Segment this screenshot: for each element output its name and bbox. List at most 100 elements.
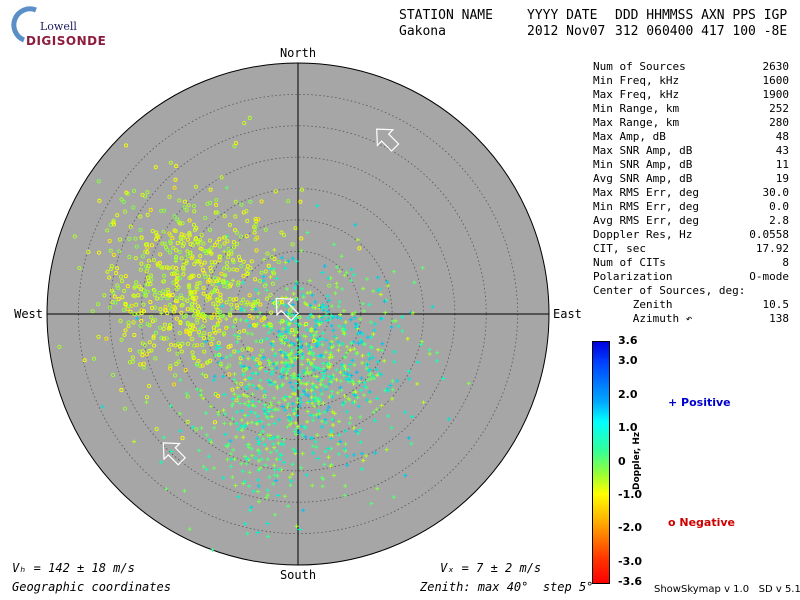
positive-point: [365, 335, 370, 340]
positive-point: [290, 472, 295, 477]
positive-point: [168, 403, 173, 408]
colorbar-tick: 2.0: [618, 387, 638, 401]
negative-point: [207, 336, 212, 341]
positive-point: [250, 453, 255, 458]
positive-point: [230, 404, 235, 409]
positive-point: [203, 410, 208, 415]
negative-point: [154, 426, 159, 432]
positive-point: [369, 376, 374, 381]
negative-point: [221, 278, 226, 283]
positive-point: [239, 418, 244, 423]
negative-point: [175, 275, 180, 281]
positive-point: [350, 379, 355, 384]
positive-point: [300, 286, 305, 291]
positive-point: [342, 331, 347, 336]
positive-point: [255, 314, 260, 319]
positive-point: [282, 341, 287, 346]
positive-point: [368, 344, 373, 349]
negative-point: [235, 267, 240, 272]
positive-point: [330, 409, 335, 414]
negative-point: [134, 244, 139, 249]
positive-point: [261, 278, 266, 283]
negative-point: [235, 241, 240, 247]
stat-row: Azimuth ↶ 138: [593, 312, 793, 326]
negative-point: [174, 282, 179, 288]
negative-point: [212, 420, 218, 425]
positive-point: [331, 473, 336, 478]
positive-point: [278, 452, 283, 457]
positive-point: [322, 462, 327, 467]
positive-point: [301, 295, 306, 299]
positive-point: [306, 316, 311, 321]
positive-point: [197, 448, 202, 453]
positive-point: [211, 378, 216, 383]
positive-point: [391, 495, 396, 500]
negative-point: [252, 230, 257, 235]
positive-point: [317, 367, 322, 372]
positive-point: [269, 327, 274, 332]
negative-point: [139, 235, 144, 240]
negative-point: [131, 320, 136, 325]
positive-point: [312, 357, 317, 362]
positive-point: [319, 320, 324, 325]
positive-point: [258, 378, 263, 383]
positive-point: [376, 347, 381, 352]
negative-point: [207, 332, 212, 337]
negative-point: [265, 251, 270, 256]
positive-point: [314, 332, 319, 337]
negative-point: [215, 240, 220, 245]
positive-point: [330, 417, 335, 422]
negative-point: [134, 280, 139, 285]
stat-value: 1600: [762, 74, 790, 87]
positive-point: [338, 316, 343, 321]
positive-point: [306, 393, 311, 398]
negative-point: [72, 234, 77, 239]
negative-point: [202, 260, 207, 265]
positive-point: [365, 362, 370, 367]
positive-point: [327, 317, 332, 322]
stat-value: 30.0: [762, 186, 790, 199]
negative-point: [151, 336, 156, 341]
positive-point: [371, 374, 376, 379]
negative-point: [127, 360, 133, 365]
negative-point: [177, 331, 182, 336]
negative-point: [258, 302, 263, 307]
positive-point: [336, 304, 341, 309]
negative-point: [167, 347, 172, 352]
positive-point: [288, 483, 293, 488]
negative-point: [157, 290, 162, 296]
negative-point: [249, 259, 254, 264]
positive-point: [232, 372, 237, 377]
positive-point: [132, 439, 137, 444]
negative-point: [111, 218, 116, 223]
positive-point: [339, 388, 344, 393]
positive-point: [409, 414, 414, 419]
positive-point: [250, 307, 255, 312]
negative-point: [123, 274, 128, 279]
negative-point: [111, 252, 116, 257]
negative-point: [175, 296, 180, 301]
positive-point: [169, 449, 174, 454]
positive-point: [409, 441, 414, 446]
negative-point: [167, 194, 172, 199]
positive-point: [220, 303, 225, 308]
negative-point: [125, 284, 130, 289]
negative-point: [218, 310, 223, 315]
positive-point: [290, 385, 295, 390]
positive-point: [335, 390, 340, 395]
negative-point: [222, 241, 227, 246]
positive-point: [266, 409, 271, 414]
positive-point: [231, 278, 236, 283]
negative-point: [213, 392, 218, 397]
negative-point: [194, 295, 199, 300]
positive-point: [297, 430, 302, 435]
negative-point: [279, 300, 285, 305]
negative-point: [290, 242, 295, 247]
positive-point: [392, 349, 397, 354]
negative-point: [142, 342, 147, 347]
zenith-scale: Zenith: max 40° step 5°: [420, 580, 594, 594]
positive-point: [388, 383, 393, 388]
positive-point: [328, 354, 333, 359]
negative-point: [219, 175, 224, 180]
positive-point: [326, 374, 331, 379]
